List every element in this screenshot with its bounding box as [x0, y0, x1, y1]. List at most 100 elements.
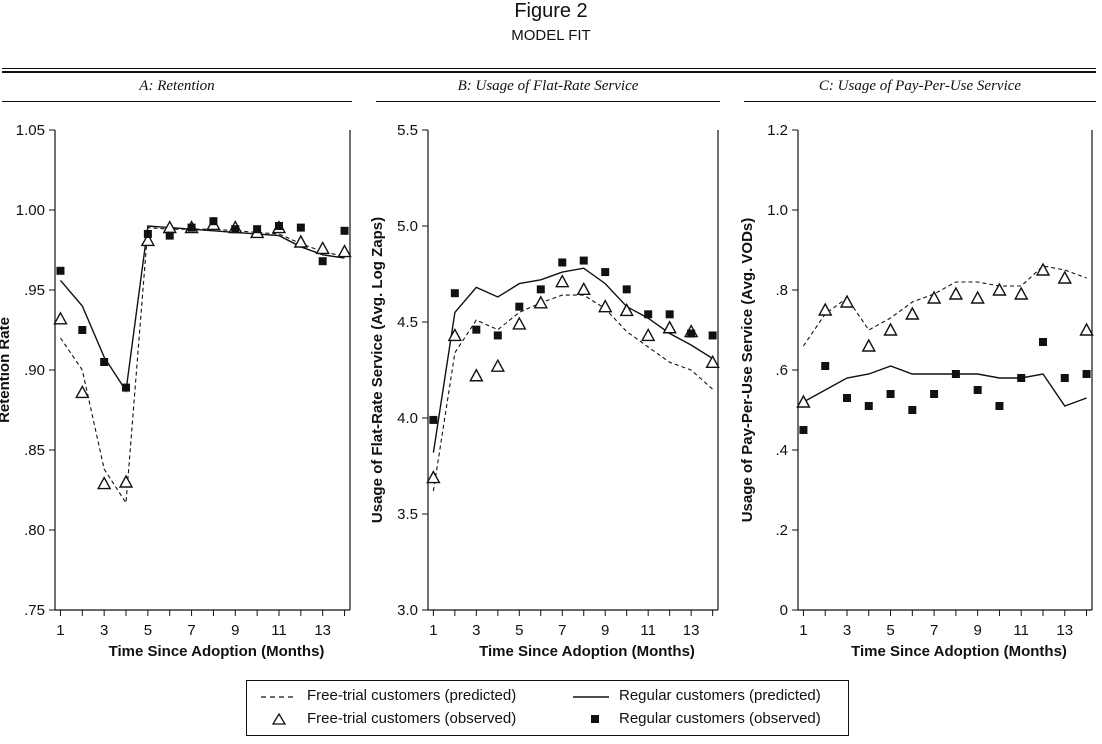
x-axis-title: Time Since Adoption (Months)	[479, 643, 695, 660]
dashed-line-icon	[261, 696, 297, 698]
regular-observed-point	[1017, 374, 1026, 382]
x-tick-label: 7	[187, 622, 195, 639]
regular-observed-point	[296, 223, 305, 232]
free-trial-observed-point	[1035, 262, 1051, 276]
regular-observed-point	[708, 331, 717, 340]
y-tick-label: 1.2	[767, 122, 788, 139]
x-tick-label: 13	[314, 622, 331, 639]
y-tick-label: 1.00	[16, 202, 45, 219]
x-tick-label: 9	[231, 622, 239, 639]
panel-a-title: A: Retention	[139, 78, 215, 94]
free-trial-observed-point	[490, 358, 505, 372]
y-tick-label: 5.5	[397, 122, 418, 139]
free-trial-observed-point	[926, 290, 942, 304]
free-trial-observed-point	[447, 327, 463, 342]
free-trial-observed-point	[1014, 286, 1029, 300]
x-tick-label: 3	[472, 622, 480, 639]
free-trial-observed-point	[641, 327, 656, 342]
free-trial-observed-point	[315, 240, 330, 255]
y-tick-label: 4.0	[397, 410, 418, 427]
free-trial-observed-point	[818, 302, 833, 316]
y-tick-label: 3.5	[397, 506, 418, 523]
y-tick-label: 1.05	[16, 122, 45, 139]
free-trial-observed-point	[469, 368, 484, 382]
free-trial-observed-point	[1057, 270, 1072, 284]
x-tick-label: 3	[843, 622, 851, 639]
legend-label: Regular customers (predicted)	[619, 687, 821, 704]
y-tick-label: .2	[775, 522, 788, 539]
regular-observed-point	[821, 362, 830, 370]
y-tick-label: 3.0	[397, 602, 418, 619]
regular-observed-point	[908, 406, 917, 414]
regular-observed-point	[100, 358, 109, 366]
regular-observed-point	[274, 222, 283, 230]
series-regular-predicted-line	[59, 225, 345, 393]
square-icon	[591, 715, 599, 723]
triangle-icon	[271, 712, 287, 725]
free-trial-observed-point	[140, 232, 156, 247]
series-free-trial-predicted-line	[432, 294, 713, 492]
x-tick-label: 7	[930, 622, 938, 639]
regular-observed-point	[799, 426, 808, 434]
header-rule-top-thick	[2, 71, 1096, 73]
regular-observed-point	[579, 256, 588, 265]
solid-line-icon	[573, 696, 609, 698]
series-regular-predicted-line	[803, 365, 1087, 407]
x-tick-label: 1	[429, 622, 437, 639]
free-trial-observed-point	[533, 295, 548, 309]
regular-observed-point	[56, 266, 65, 275]
y-axis-title: Usage of Flat-Rate Service (Avg. Log Zap…	[369, 217, 386, 523]
y-tick-label: .8	[775, 282, 788, 299]
regular-observed-point	[843, 394, 851, 402]
free-trial-observed-point	[705, 354, 720, 369]
y-tick-label: .90	[24, 362, 45, 379]
free-trial-observed-point	[118, 474, 134, 488]
series-free-trial-predicted-line	[60, 227, 345, 505]
free-trial-observed-point	[598, 299, 613, 313]
legend-label: Regular customers (observed)	[619, 710, 821, 727]
regular-observed-point	[231, 225, 240, 234]
panel-c-title: C: Usage of Pay-Per-Use Service	[818, 78, 1022, 94]
header-rule-top	[2, 68, 1096, 69]
regular-observed-point	[165, 231, 174, 240]
free-trial-observed-point	[662, 320, 677, 334]
regular-observed-point	[558, 258, 567, 267]
free-trial-observed-point	[905, 306, 920, 320]
panel-b-title: B: Usage of Flat-Rate Service	[457, 78, 639, 94]
x-tick-label: 5	[886, 622, 894, 639]
regular-observed-point	[1039, 338, 1047, 346]
free-trial-observed-point	[555, 274, 570, 288]
regular-observed-point	[995, 402, 1004, 410]
x-tick-label: 5	[144, 622, 152, 639]
regular-observed-point	[122, 383, 131, 392]
legend: Free-trial customers (predicted) Regular…	[246, 680, 849, 736]
free-trial-observed-point	[293, 234, 309, 248]
regular-observed-point	[644, 310, 653, 319]
y-tick-label: 0	[780, 602, 788, 619]
y-axis-title: Retention Rate	[0, 317, 13, 423]
free-trial-observed-point	[883, 322, 898, 336]
regular-observed-point	[187, 223, 196, 232]
free-trial-observed-point	[948, 286, 964, 300]
regular-observed-point	[687, 329, 696, 338]
regular-observed-point	[1060, 374, 1069, 382]
x-tick-label: 9	[973, 622, 981, 639]
free-trial-observed-point	[796, 394, 811, 408]
x-tick-label: 13	[683, 622, 700, 639]
free-trial-observed-point	[75, 384, 90, 399]
regular-observed-point	[493, 331, 502, 340]
x-tick-label: 9	[601, 622, 609, 639]
regular-observed-point	[340, 226, 349, 235]
regular-observed-point	[951, 370, 960, 378]
regular-observed-point	[622, 285, 631, 294]
x-tick-label: 7	[558, 622, 566, 639]
y-tick-label: .4	[775, 442, 788, 459]
x-axis-title: Time Since Adoption (Months)	[851, 643, 1067, 660]
y-tick-label: 1.0	[767, 202, 788, 219]
regular-observed-point	[1082, 370, 1091, 378]
free-trial-observed-point	[1079, 322, 1094, 336]
free-trial-observed-point	[970, 290, 985, 304]
regular-observed-point	[253, 225, 262, 234]
